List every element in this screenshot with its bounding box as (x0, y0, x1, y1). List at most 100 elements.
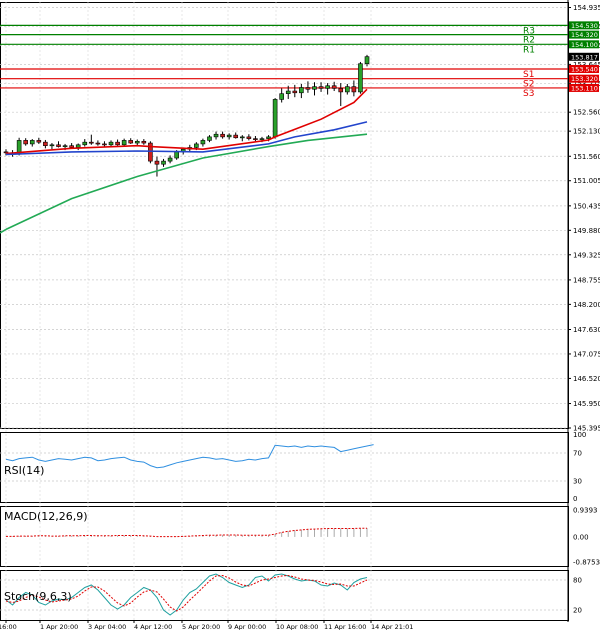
candle-body (174, 151, 179, 159)
stoch-tick-label: 80 (573, 577, 582, 585)
candle-body (246, 136, 252, 139)
price-tick-label: 151.560 (573, 153, 600, 161)
price-tick-label: 145.395 (573, 425, 600, 433)
candle-body (89, 141, 94, 144)
current-price-label: 153.817 (571, 53, 598, 61)
level-price-box (569, 74, 599, 83)
stoch-d-line (5, 574, 368, 612)
level-price-label-s3: 153.110 (571, 84, 598, 92)
price-tick-label: 153.645 (573, 61, 600, 69)
candle-body (108, 141, 114, 146)
candle-body (299, 87, 304, 94)
level-price-label-r1: 154.100 (571, 41, 598, 49)
candle-body (266, 136, 271, 139)
price-tick-label: 152.130 (573, 128, 600, 136)
price-tick-label: 149.880 (573, 227, 600, 235)
macd-signal-line (6, 527, 367, 538)
price-tick-label: 148.200 (573, 301, 600, 309)
price-tick-label: 152.560 (573, 109, 600, 117)
level-price-label-r3: 154.530 (571, 22, 598, 30)
macd-label: MACD(12,26,9) (4, 510, 88, 523)
macd-tick-label: -0.8753 (573, 559, 600, 567)
moving-average-line-1 (5, 121, 368, 156)
candle-body (194, 143, 199, 148)
time-tick-label: 9 Apr 00:00 (228, 623, 266, 630)
candle-body (62, 145, 68, 147)
candle-body (161, 160, 166, 165)
time-tick-label: 14 Apr 21:01 (371, 623, 413, 630)
stoch-panel-frame (0, 570, 569, 621)
price-tick-label: 146.520 (573, 375, 600, 383)
rsi-tick-label: 100 (573, 431, 586, 439)
stoch-label: Stoch(9,6,3) (4, 590, 72, 603)
candle-body (331, 85, 337, 89)
candle-body (285, 90, 291, 94)
price-tick-label: 148.755 (573, 276, 600, 284)
time-tick-label: 11 Apr 16:00 (324, 623, 366, 630)
candle-body (345, 86, 350, 93)
candle-body (49, 144, 55, 147)
level-price-box (569, 83, 599, 92)
candle-body (69, 145, 74, 148)
main-panel-frame (0, 2, 569, 429)
candle-body (325, 85, 330, 89)
candle-body (167, 157, 173, 162)
level-name-r2: R2 (523, 36, 535, 46)
candle-body (305, 87, 311, 90)
candle-body (220, 133, 225, 138)
rsi-line (5, 444, 374, 469)
candle-body (141, 140, 147, 144)
price-tick-label: 151.005 (573, 177, 600, 185)
candle-body (134, 140, 140, 144)
candle-body (115, 141, 120, 146)
level-price-box (569, 64, 599, 73)
candle-body (56, 144, 61, 147)
candle-body (82, 141, 88, 146)
time-tick-label: 5 Apr 20:00 (182, 623, 220, 630)
candle-body (43, 141, 48, 146)
moving-average-line-2-ext (0, 228, 7, 234)
candle-body (75, 144, 81, 148)
time-tick-label: 3 Apr 04:00 (88, 623, 126, 630)
time-tick-label: 10 Apr 08:00 (276, 623, 318, 630)
candle-body (338, 88, 344, 93)
candle-body (128, 140, 134, 144)
candle-body (200, 140, 206, 145)
candle-body (226, 134, 232, 138)
rsi-tick-label: 70 (573, 450, 582, 458)
level-price-label-r2: 154.320 (571, 31, 598, 39)
price-tick-label: 149.325 (573, 251, 600, 259)
price-tick-label: 150.435 (573, 202, 600, 210)
level-price-label-s1: 153.540 (571, 65, 598, 73)
rsi-tick-label: 0 (573, 495, 577, 503)
time-tick-label: 1 Apr 20:00 (40, 623, 78, 630)
moving-average-line-2 (5, 133, 368, 231)
candle-body (213, 133, 219, 138)
current-price-box (569, 52, 599, 61)
candle-body (36, 140, 42, 143)
price-tick-label: 153.215 (573, 80, 600, 88)
candle-body (121, 140, 127, 146)
candle-body (259, 138, 265, 140)
price-tick-label: 147.630 (573, 326, 600, 334)
candle-body (29, 140, 35, 145)
candle-body (23, 140, 28, 145)
level-price-box (569, 21, 599, 30)
level-name-r1: R1 (523, 45, 535, 55)
level-name-r3: R3 (523, 26, 535, 36)
candle-body (207, 136, 212, 141)
level-name-s1: S1 (523, 70, 534, 80)
time-tick-label: 16:00 (0, 623, 17, 630)
rsi-tick-label: 30 (573, 478, 582, 486)
candle-body (272, 99, 278, 138)
level-price-box (569, 30, 599, 39)
moving-average-line-0 (5, 88, 368, 155)
candle-body (233, 134, 239, 139)
candle-body (279, 93, 284, 100)
candle-body (148, 142, 153, 162)
candle-body (239, 136, 245, 139)
price-tick-label: 154.935 (573, 4, 600, 12)
macd-tick-label: 0.00 (573, 533, 589, 541)
candle-body (312, 86, 317, 90)
